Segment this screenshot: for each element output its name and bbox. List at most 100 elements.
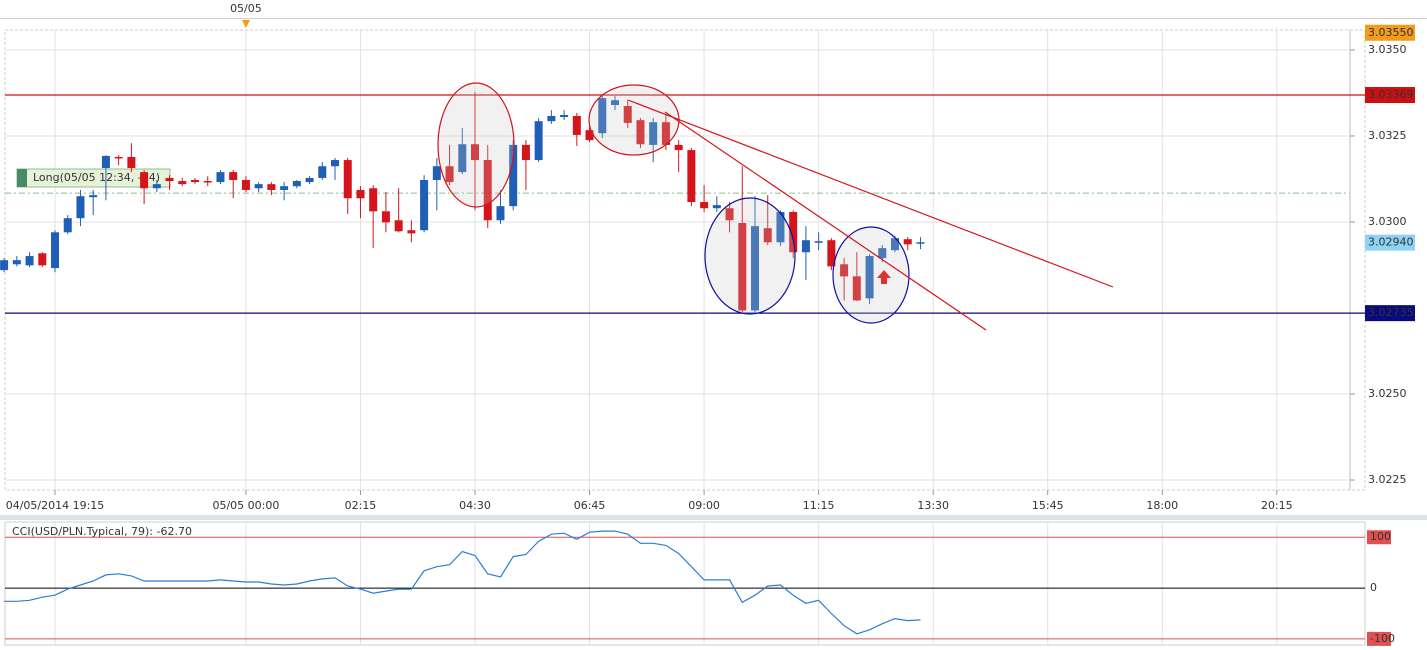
candle-body [649,122,658,145]
candle-body [445,166,454,183]
candle-body [241,180,250,190]
position-label: Long(05/05 12:34, -14) [33,171,160,184]
candle-body [636,120,645,145]
pattern-circle [704,197,796,315]
price-tag [1365,234,1415,251]
candle-body [661,122,670,145]
candle-body [89,195,98,198]
x-tick-label: 09:00 [688,499,720,512]
candle-body [63,218,72,233]
x-tick-label: 15:45 [1032,499,1064,512]
candle-body [165,177,174,182]
candle-body [585,130,594,141]
candle-body [534,121,543,161]
cci-title: CCI(USD/PLN.Typical, 79): -62.70 [12,525,192,538]
cci-tick-label: -100 [1370,632,1395,645]
candle-body [712,205,721,209]
x-tick-label: 18:00 [1146,499,1178,512]
candle-body [305,177,314,183]
price-tag-label: 3.03550 [1368,26,1414,39]
candle-body [216,172,225,183]
day-marker-label: 05/05 [230,2,262,15]
trend-line [627,99,1114,288]
candle-body [801,240,810,253]
candle-body [140,172,149,189]
candle-body [51,232,60,269]
candle-body [203,181,212,183]
price-panel [4,29,1366,491]
candle-body [700,202,709,209]
candle-body [280,186,289,190]
candle-body [725,208,734,221]
y-tick-label: 3.0325 [1368,129,1407,142]
price-tag-label: 3.02735 [1368,306,1414,319]
top-border [0,18,1427,19]
position-tag-flag [17,169,27,187]
candle-body [407,230,416,234]
price-tag [1365,24,1415,41]
x-tick-label: 02:15 [345,499,377,512]
candle-body [369,188,378,212]
x-tick-label: 20:15 [1261,499,1293,512]
trend-line [664,111,987,331]
candle-body [343,160,352,199]
candle-body [496,206,505,221]
cci-tick-box [1367,631,1391,646]
candle-body [521,144,530,161]
cci-tick-label: 100 [1370,530,1391,543]
candle-body [178,181,187,185]
candle-body [687,150,696,203]
candle-body [38,253,47,266]
price-tag [1365,305,1415,322]
candle-body [751,226,760,311]
candle-body [878,248,887,259]
candle-body [152,184,161,189]
x-tick-label: 11:15 [803,499,835,512]
marks-layer: Long(05/05 12:34, -14) CCI(USD/PLN.Typica… [0,24,1415,635]
candle-body [827,240,836,267]
candle-body [738,223,747,311]
candle-body [114,156,123,159]
pattern-circle [832,226,910,324]
candle-body [674,144,683,151]
candle-body [191,180,200,183]
y-tick-label: 3.0225 [1368,473,1407,486]
candle-body [763,228,772,243]
trade-arrow [877,270,891,284]
grid-layer: 04/05/2014 19:15 05/05 00:00 02:15 04:30 06:… [5,2,1407,646]
candle-body [916,242,925,244]
pattern-circle [588,84,680,156]
candle-body [903,239,912,245]
cci-line [4,530,921,635]
cci-tick-label: 0 [1370,581,1377,594]
candle-body [318,166,327,178]
price-tag [1365,87,1415,104]
candle-body [547,116,556,122]
candle-body [331,160,340,167]
candle-body [458,144,467,173]
candle-body [471,144,480,161]
candle-body [381,211,390,223]
annotations [437,82,1114,331]
candle-body [254,184,263,189]
candle-body [12,260,21,265]
candle-body [267,184,276,190]
price-tag-label: 3.03369 [1368,88,1414,101]
candle-body [483,160,492,221]
candle-body [509,144,518,207]
candle-body [25,256,34,266]
y-tick-label: 3.0250 [1368,387,1407,400]
x-tick-label: 04:30 [459,499,491,512]
day-marker [241,20,250,28]
candle-body [0,260,9,271]
candle-body [611,100,620,106]
candle-body [560,114,569,118]
candle-body [356,189,365,199]
candle-body [598,98,607,134]
candle-body [292,181,301,187]
candle-body [814,241,823,243]
price-tag-label: 3.02940 [1368,236,1414,249]
candle-body [776,212,785,243]
